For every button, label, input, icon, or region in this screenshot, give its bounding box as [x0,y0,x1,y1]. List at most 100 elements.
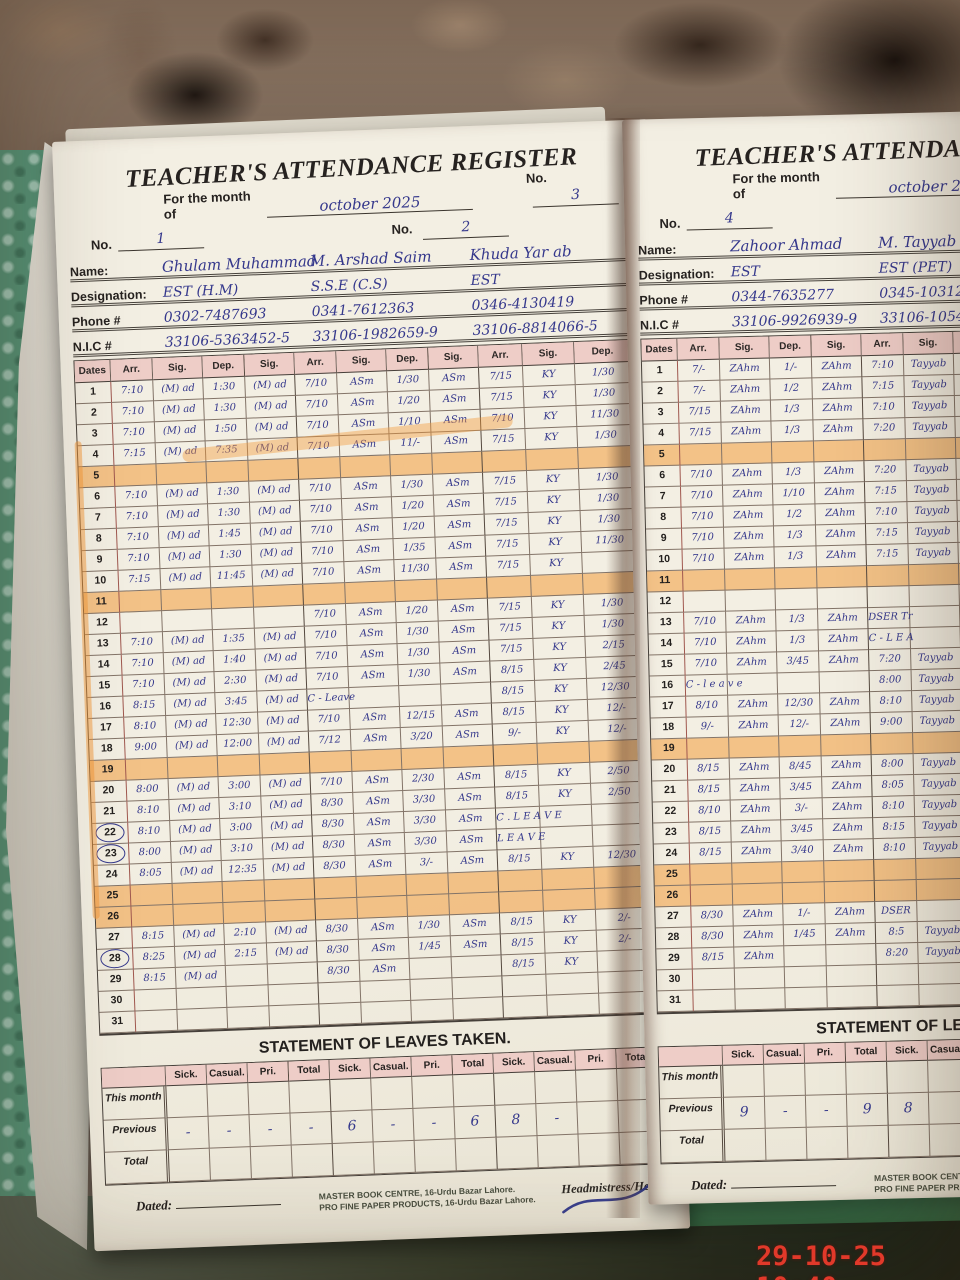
leaves-value-cell: 8 [887,1092,930,1126]
signature-cell: ZAhm [822,797,874,820]
leaves-table: Sick.Casual.Pri.TotalSick.Casual.Pri.Tot… [657,1032,960,1165]
leaves-value-cell [494,1072,537,1106]
leaves-value-cell [929,1123,960,1157]
leaves-value-cell [291,1143,334,1178]
leaves-value-cell: - [372,1108,415,1143]
arrival-cell: 7:10 [861,355,905,378]
arrival-cell: 8/30 [312,834,356,858]
departure-cell: 11:45 [210,565,254,589]
signature-cell: KY [526,469,580,492]
signature-cell: Tayyab [904,374,955,398]
date-cell: 7 [80,507,117,531]
column-header: Sig. [811,334,862,358]
book-fold-shadow [606,118,640,1218]
arrival-cell [482,450,527,473]
date-cell: 25 [654,864,691,887]
arrival-cell: 8:5 [875,922,919,945]
leaves-corner-cell [658,1045,724,1068]
departure-cell: 1:3 [953,352,960,375]
departure-cell: 3:10 [219,796,263,820]
attendance-body: 1 7/- ZAhm 1/- ZAhm 7:10 Tayyab 1:3 2 [641,348,960,1013]
signature-cell: (M) ad [164,672,216,696]
signature-cell [826,965,878,988]
teacher-nic: 33106-5363452-5 [164,330,291,351]
date-cell: 6 [644,465,681,488]
signature-cell [167,756,219,779]
signature-cell: ZAhm [812,377,863,400]
signature-cell: KY [524,406,578,430]
signature-cell: ASm [358,916,409,940]
signature-cell: ASm [446,829,498,853]
signature-cell [721,442,773,465]
departure-cell: 1/30 [397,642,441,666]
departure-cell: 3/45 [781,819,824,842]
arrival-cell: 8:15 [132,925,175,949]
date-cell: 25 [94,885,132,908]
signature-cell [917,899,960,923]
signature-cell: ZAhm [811,356,863,379]
signature-cell: ASm [353,790,404,814]
leaves-value-cell [453,1073,496,1108]
leaves-column-header: Total [845,1041,888,1063]
teacher-phone: 0345-103120 [879,283,960,302]
date-cell: 13 [648,612,685,635]
designation-label: Designation: [638,266,715,283]
departure-cell: 11: [955,415,960,438]
arrival-cell [498,869,544,893]
date-cell: 11 [83,591,121,615]
signature-cell: (M) ad [170,840,222,863]
signature-cell: ZAhm [730,778,781,801]
departure-cell [401,747,445,771]
signature-cell: ZAhm [733,925,785,948]
leaves-value-cell [412,1075,455,1109]
departure-cell: 3/- [780,798,824,821]
leaves-value-cell [765,1127,808,1161]
arrival-cell [874,859,917,882]
arrival-cell: 7:10 [122,674,166,697]
arrival-cell [690,884,734,907]
teacher-name: Ghulam Muhammad [161,251,317,276]
date-cell: 3 [642,402,680,425]
signature-cell [539,804,593,828]
arrival-cell: 8:15 [123,695,167,718]
arrival-cell: 8:20 [876,943,919,966]
attendance-table: DatesArr.Sig.Dep.Sig.Arr.Sig.Dep.Sig.Arr… [640,324,960,1015]
date-cell: 4 [77,444,115,468]
arrival-cell: 8:10 [870,691,913,714]
departure-cell [779,735,822,758]
signature-cell: ASm [347,644,399,668]
arrival-cell: 9:00 [870,712,914,735]
arrival-cell: 7/15 [478,366,524,389]
column-header: Sig. [522,342,575,367]
signature-cell: ASm [435,535,487,559]
teacher-no-1: 1 [117,229,205,252]
signature-cell: ZAhm [719,358,771,381]
arrival-cell: 7/10 [308,708,351,732]
departure-cell [775,588,819,611]
date-cell: 30 [98,990,136,1013]
departure-cell: 1/30 [396,621,440,645]
arrival-cell: 8:00 [126,778,170,802]
arrival-cell: 7/10 [680,464,723,487]
leaves-body: This month Previous [659,1054,960,1164]
departure-cell [217,754,261,778]
signature-cell [351,749,403,772]
signature-cell: (M) ad [254,626,306,650]
teacher-nic: 33106-9926939-9 [731,311,858,331]
signature-cell: ZAhm [728,694,779,717]
leaves-column-header: Pri. [411,1055,454,1077]
arrival-cell [502,974,548,998]
arrival-cell: C . L E A V E [495,806,562,830]
leaves-row-label: This month [659,1065,724,1100]
arrival-cell [120,611,163,634]
signature-cell: ZAhm [721,421,772,444]
signature-cell: ZAhm [812,398,864,421]
date-cell: 23 [653,822,690,845]
leaves-value-cell [723,1064,765,1098]
arrival-cell [487,575,532,599]
date-cell: 12 [647,591,685,614]
signature-cell: Tayyab [905,416,956,440]
leaves-column-header: Total [288,1060,331,1082]
signature-cell: ZAhm [723,526,775,549]
